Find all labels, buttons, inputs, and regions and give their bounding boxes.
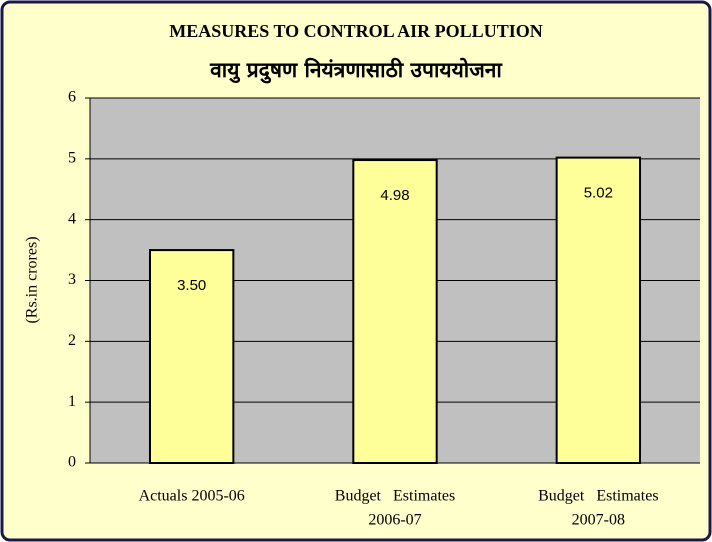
value-label: 5.02 <box>584 185 613 202</box>
value-label: 3.50 <box>177 277 206 294</box>
y-tick-label: 6 <box>68 89 76 106</box>
x-tick-label: Actuals 2005-06 <box>139 488 245 505</box>
y-tick-label: 5 <box>68 150 76 167</box>
x-tick-label: Budget Estimates <box>335 488 455 505</box>
y-tick-label: 1 <box>68 393 76 410</box>
value-label: 4.98 <box>380 187 409 204</box>
y-tick-label: 2 <box>68 332 76 349</box>
y-tick-label: 0 <box>68 454 76 471</box>
y-tick-label: 4 <box>68 210 76 227</box>
x-tick-label: 2007-08 <box>572 512 625 529</box>
chart-title: MEASURES TO CONTROL AIR POLLUTION <box>169 21 542 41</box>
x-tick-label: Budget Estimates <box>538 488 658 505</box>
bar <box>352 159 438 465</box>
x-tick-label: 2006-07 <box>368 512 421 529</box>
bar <box>555 156 642 464</box>
chart-subtitle: वायु प्रदुषण नियंत्रणासाठी उपाययोजना <box>209 57 503 84</box>
y-tick-label: 3 <box>68 271 76 288</box>
y-axis-label: (Rs.in crores) <box>24 236 41 323</box>
bar <box>148 249 235 464</box>
